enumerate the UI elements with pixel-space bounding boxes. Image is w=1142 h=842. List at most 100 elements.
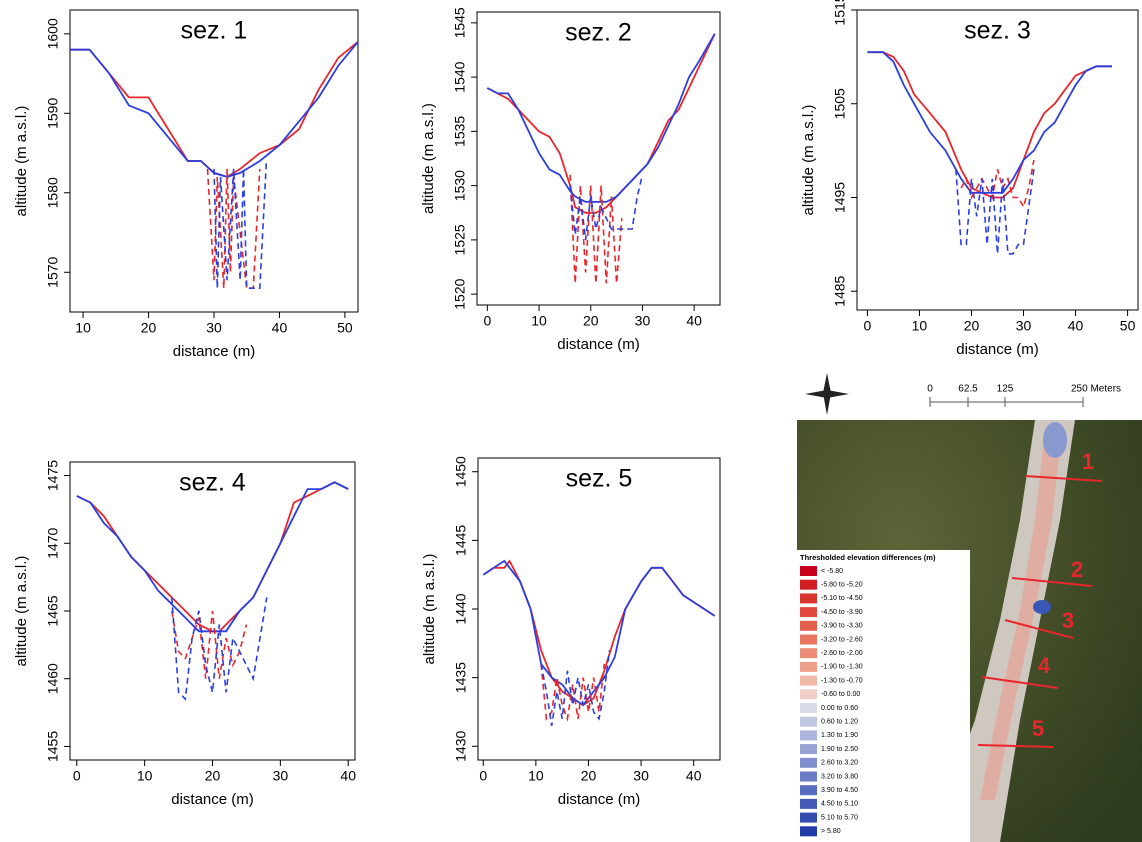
chart-title: sez. 5 xyxy=(566,465,633,493)
y-tick-label: 1580 xyxy=(45,177,61,208)
y-axis-label: altitude (m a.s.l.) xyxy=(420,103,437,214)
x-tick-label: 40 xyxy=(272,320,288,336)
legend-swatch xyxy=(800,675,817,686)
legend-swatch xyxy=(800,620,817,631)
section-lines: 1 2 34 5 xyxy=(977,449,1103,748)
legend-swatch xyxy=(800,648,817,659)
y-tick-label: 1515 xyxy=(832,0,848,26)
x-tick-label: 40 xyxy=(340,768,356,784)
legend: Thresholded elevation differences (m) < -… xyxy=(797,550,970,842)
erosion-area xyxy=(980,430,1062,800)
x-axis-label: distance (m) xyxy=(557,336,640,353)
section-line xyxy=(1024,475,1103,482)
compass-needle xyxy=(805,390,849,398)
dashed-profile xyxy=(213,160,268,289)
legend-swatch xyxy=(800,771,817,782)
plot-frame xyxy=(856,9,1139,311)
legend-label: -1.90 to -1.30 xyxy=(821,664,863,671)
legend-swatch xyxy=(800,744,817,755)
x-tick-label: 10 xyxy=(531,313,547,329)
x-axis-label: distance (m) xyxy=(171,791,254,808)
chart-title: sez. 2 xyxy=(565,19,632,47)
legend-swatch xyxy=(800,812,817,823)
x-axis-label: distance (m) xyxy=(558,791,641,808)
y-tick-label: 1430 xyxy=(453,730,469,761)
dashed-profile xyxy=(569,174,623,284)
section-line xyxy=(1011,577,1093,587)
legend-label: -0.60 to 0.00 xyxy=(821,691,860,698)
x-tick-label: 10 xyxy=(137,768,153,784)
x-tick-label: 20 xyxy=(583,313,599,329)
x-tick-label: 40 xyxy=(1068,318,1084,334)
dashed-profile xyxy=(540,650,611,726)
profile-line xyxy=(486,33,716,203)
dashed-profile xyxy=(206,168,261,289)
section-line xyxy=(1004,619,1074,639)
legend-label: -1.30 to -0.70 xyxy=(821,677,863,684)
y-tick-label: 1445 xyxy=(453,525,469,556)
legend-swatch xyxy=(800,757,817,768)
legend-swatch xyxy=(800,730,817,741)
section-line xyxy=(977,744,1054,748)
y-axis-label: altitude (m a.s.l.) xyxy=(13,106,30,217)
profile-line xyxy=(76,481,349,633)
x-axis-label: distance (m) xyxy=(173,343,256,360)
legend-label: 3.90 to 4.50 xyxy=(821,787,858,794)
scale-label: 125 xyxy=(997,384,1014,395)
section-line xyxy=(981,676,1059,689)
chart-title: sez. 3 xyxy=(964,17,1031,45)
y-axis-label: altitude (m a.s.l.) xyxy=(13,556,30,667)
legend-label: 1.30 to 1.90 xyxy=(821,732,858,739)
legend-label: 1.90 to 2.50 xyxy=(821,746,858,753)
y-tick-label: 1455 xyxy=(45,731,61,762)
scale-label: 0 xyxy=(927,384,933,395)
x-tick-label: 20 xyxy=(141,320,157,336)
profile-line xyxy=(867,51,1112,194)
legend-swatch xyxy=(800,785,817,796)
y-tick-label: 1535 xyxy=(452,116,468,147)
y-tick-label: 1505 xyxy=(832,88,848,119)
chart-title: sez. 4 xyxy=(179,469,246,497)
dashed-profile xyxy=(955,169,1035,255)
legend-swatch xyxy=(800,593,817,604)
y-tick-label: 1440 xyxy=(453,593,469,624)
legend-swatch xyxy=(800,798,817,809)
x-tick-label: 10 xyxy=(912,318,928,334)
y-tick-label: 1525 xyxy=(452,224,468,255)
x-tick-label: 0 xyxy=(479,768,487,784)
x-tick-label: 30 xyxy=(633,768,649,784)
profile-line xyxy=(482,559,716,707)
x-axis-label: distance (m) xyxy=(956,341,1039,358)
y-tick-label: 1540 xyxy=(452,61,468,92)
legend-label: -4.50 to -3.90 xyxy=(821,609,863,616)
x-tick-label: 10 xyxy=(528,768,544,784)
legend-swatch xyxy=(800,634,817,645)
profile-line xyxy=(70,41,359,178)
y-axis-label: altitude (m a.s.l.) xyxy=(421,554,438,665)
x-tick-label: 40 xyxy=(686,768,702,784)
dashed-profile xyxy=(171,610,248,679)
legend-label: -3.20 to -2.60 xyxy=(821,636,863,643)
legend-swatch xyxy=(800,716,817,727)
x-tick-label: 0 xyxy=(483,313,491,329)
x-tick-label: 50 xyxy=(1120,318,1136,334)
section-label: 2 xyxy=(1071,557,1083,582)
legend-box xyxy=(797,550,970,842)
section-label: 5 xyxy=(1032,716,1044,741)
y-tick-label: 1460 xyxy=(45,663,61,694)
deposit-area xyxy=(1043,422,1067,458)
scale-label: 250 Meters xyxy=(1071,384,1121,395)
legend-swatch xyxy=(800,661,817,672)
chart-title: sez. 1 xyxy=(181,17,248,45)
legend-swatch xyxy=(800,566,817,576)
dashed-profile xyxy=(569,174,644,240)
y-tick-label: 1600 xyxy=(45,18,61,49)
y-tick-label: 1570 xyxy=(45,256,61,287)
x-tick-label: 0 xyxy=(864,318,872,334)
profile-line xyxy=(70,41,359,178)
legend-title: Thresholded elevation differences (m) xyxy=(800,553,936,562)
legend-swatch xyxy=(800,689,817,700)
section-label: 3 xyxy=(1062,608,1074,633)
x-tick-label: 30 xyxy=(206,320,222,336)
x-tick-label: 30 xyxy=(635,313,651,329)
